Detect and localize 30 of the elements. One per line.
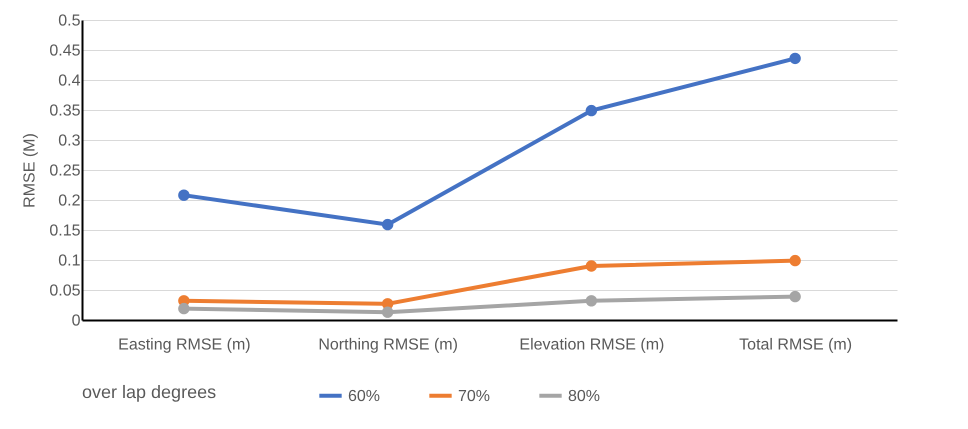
point [789, 52, 801, 64]
point [789, 254, 801, 266]
y-tick-label: 0.45 [49, 42, 81, 60]
legend-label: 60% [348, 388, 380, 405]
point [586, 260, 598, 272]
y-tick-label: 0.5 [58, 12, 81, 30]
y-tick-label: 0.4 [58, 72, 81, 90]
y-tick-label: 0 [72, 312, 81, 330]
y-tick-label: 0.25 [49, 162, 81, 180]
x-tick-label: Northing RMSE (m) [318, 336, 458, 354]
y-tick-label: 0.35 [49, 102, 81, 120]
y-tick-label: 0.1 [58, 252, 81, 270]
point [586, 295, 598, 306]
y-tick-label: 0.3 [58, 132, 81, 150]
point [382, 306, 394, 318]
y-tick-label: 0.15 [49, 222, 81, 240]
point [178, 190, 190, 201]
x-tick-label: Elevation RMSE (m) [519, 336, 664, 354]
x-tick-label: Total RMSE (m) [739, 336, 852, 354]
legend-label: 80% [568, 388, 600, 405]
x-tick-label: Easting RMSE (m) [118, 336, 251, 354]
y-tick-label: 0.2 [58, 192, 81, 210]
y-tick-label: 0.05 [49, 282, 81, 300]
point [789, 290, 801, 302]
legend-title: over lap degrees [82, 382, 216, 402]
point [586, 104, 598, 116]
legend-label: 70% [458, 388, 490, 405]
point [178, 302, 190, 314]
point [382, 218, 394, 230]
y-axis-title: RMSE (M) [21, 133, 38, 208]
